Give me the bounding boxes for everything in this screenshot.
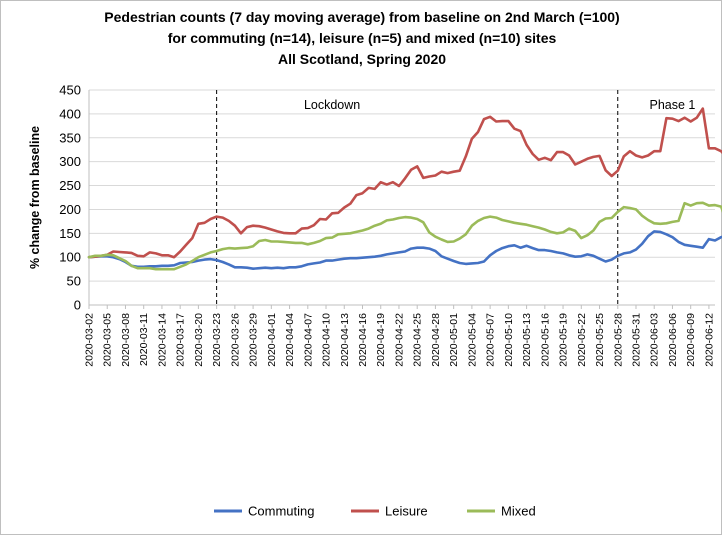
x-tick-label: 2020-04-25	[412, 313, 424, 367]
x-tick-label: 2020-05-28	[612, 313, 624, 367]
x-tick-label: 2020-06-03	[649, 313, 661, 367]
chart-title-line-1: Pedestrian counts (7 day moving average)…	[104, 9, 620, 25]
x-tick-label: 2020-05-04	[466, 313, 478, 367]
chart-title-line-2: for commuting (n=14), leisure (n=5) and …	[167, 30, 557, 46]
y-tick-label: 100	[59, 250, 81, 265]
x-tick-label: 2020-05-10	[503, 313, 515, 367]
x-tick-label: 2020-03-02	[84, 313, 96, 367]
x-tick-label: 2020-05-22	[576, 313, 588, 367]
x-tick-label: 2020-06-06	[667, 313, 679, 367]
x-tick-label: 2020-03-17	[175, 313, 187, 367]
x-tick-label: 2020-03-29	[248, 313, 260, 367]
x-tick-label: 2020-05-07	[485, 313, 497, 367]
series-line-commuting	[87, 230, 722, 271]
y-tick-label: 50	[67, 274, 81, 289]
y-tick-label: 150	[59, 226, 81, 241]
x-tick-label: 2020-05-01	[448, 313, 460, 367]
legend-label-leisure: Leisure	[385, 504, 428, 519]
x-tick-label: 2020-05-13	[521, 313, 533, 367]
x-tick-label: 2020-03-26	[229, 313, 241, 367]
x-tick-label: 2020-05-19	[558, 313, 570, 367]
x-tick-label: 2020-03-05	[102, 313, 114, 367]
x-tick-label: 2020-03-14	[156, 313, 168, 367]
x-tick-label: 2020-04-22	[393, 313, 405, 367]
x-tick-label: 2020-04-19	[375, 313, 387, 367]
y-tick-label: 350	[59, 130, 81, 145]
x-tick-label: 2020-04-16	[357, 313, 369, 367]
x-tick-label: 2020-03-20	[193, 313, 205, 367]
x-tick-label: 2020-04-07	[302, 313, 314, 367]
x-tick-label: 2020-05-31	[630, 313, 642, 367]
y-tick-label: 450	[59, 83, 81, 98]
x-tick-label: 2020-04-13	[339, 313, 351, 367]
y-tick-label: 300	[59, 154, 81, 169]
y-tick-label: 400	[59, 106, 81, 121]
legend-label-mixed: Mixed	[501, 504, 536, 519]
y-tick-label: 250	[59, 178, 81, 193]
series-line-mixed	[87, 201, 722, 271]
y-tick-label: 0	[74, 298, 81, 313]
x-tick-label: 2020-03-08	[120, 313, 132, 367]
x-tick-label: 2020-03-11	[138, 313, 150, 366]
x-tick-label: 2020-06-09	[685, 313, 697, 367]
x-tick-label: 2020-06-12	[703, 313, 715, 367]
chart-title-line-3: All Scotland, Spring 2020	[277, 51, 447, 67]
y-tick-label: 200	[59, 202, 81, 217]
x-tick-label: 2020-04-10	[321, 313, 333, 367]
x-tick-label: 2020-05-16	[539, 313, 551, 367]
series-line-leisure	[87, 107, 722, 259]
x-tick-label: 2020-05-25	[594, 313, 606, 367]
legend-label-commuting: Commuting	[248, 504, 314, 519]
x-tick-label: 2020-03-23	[211, 313, 223, 367]
x-tick-label: 2020-04-04	[284, 313, 296, 367]
annotation-phase-1: Phase 1	[650, 98, 696, 112]
y-axis-label: % change from baseline	[28, 126, 42, 269]
annotation-lockdown: Lockdown	[304, 98, 360, 112]
x-tick-label: 2020-04-28	[430, 313, 442, 367]
x-tick-label: 2020-04-01	[266, 313, 278, 367]
